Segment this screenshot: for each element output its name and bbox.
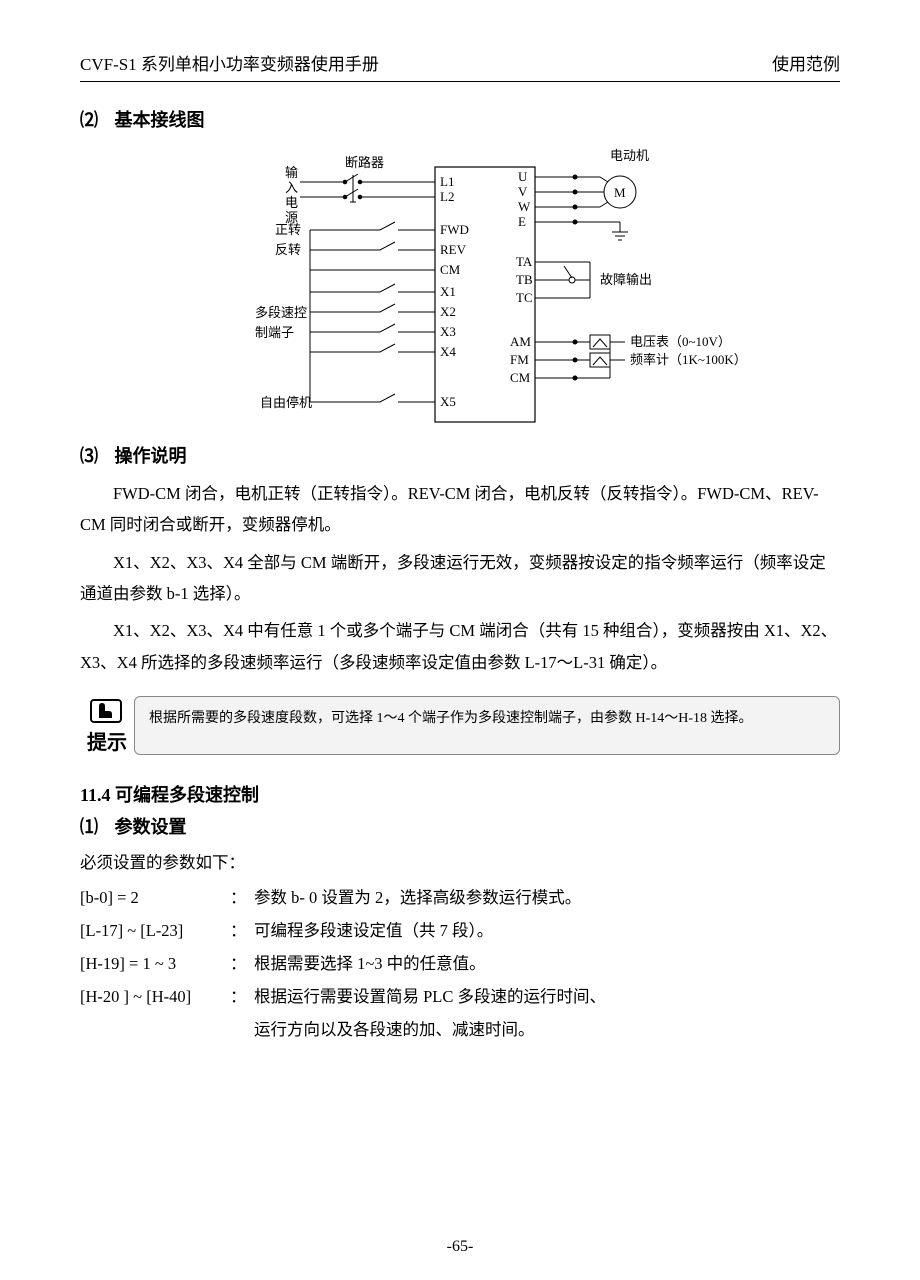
header-left: CVF-S1 系列单相小功率变频器使用手册 (80, 50, 379, 75)
param-row: [b-0] = 2 ： 参数 b- 0 设置为 2，选择高级参数运行模式。 (80, 881, 840, 914)
sub-num: ⑴ (80, 817, 98, 837)
param-key: [L-17] ~ [L-23] (80, 914, 230, 947)
section-2-text: 基本接线图 (115, 110, 205, 130)
param-key: [H-19] = 1 ~ 3 (80, 947, 230, 980)
svg-text:反转: 反转 (275, 242, 301, 257)
svg-text:电: 电 (285, 195, 298, 210)
para-1: FWD-CM 闭合，电机正转（正转指令）。REV-CM 闭合，电机反转（反转指令… (80, 478, 840, 541)
param-continuation: 运行方向以及各段速的加、减速时间。 (254, 1013, 840, 1046)
svg-text:L2: L2 (440, 189, 454, 204)
tip-content: 根据所需要的多段速度段数，可选择 1～4 个端子作为多段速控制端子，由参数 H-… (134, 696, 840, 755)
param-row: [H-19] = 1 ~ 3 ： 根据需要选择 1~3 中的任意值。 (80, 947, 840, 980)
svg-text:V: V (518, 184, 528, 199)
tip-label-col: 提示 (80, 696, 134, 755)
svg-text:故障输出: 故障输出 (600, 272, 652, 287)
param-key: [H-20 ] ~ [H-40] (80, 980, 230, 1013)
svg-text:CM: CM (510, 370, 531, 385)
svg-text:TC: TC (516, 290, 533, 305)
svg-text:TB: TB (516, 272, 533, 287)
svg-text:X3: X3 (440, 324, 456, 339)
tip-label-text: 提示 (87, 726, 127, 755)
svg-text:CM: CM (440, 262, 461, 277)
param-intro: 必须设置的参数如下： (80, 849, 840, 873)
svg-text:入: 入 (285, 180, 298, 195)
param-desc: 根据需要选择 1~3 中的任意值。 (254, 947, 840, 980)
svg-text:断路器: 断路器 (345, 155, 384, 170)
heading-11-4: 11.4 可编程多段速控制 (80, 781, 840, 807)
svg-text:X2: X2 (440, 304, 456, 319)
svg-text:电压表（0~10V）: 电压表（0~10V） (630, 334, 731, 349)
svg-text:X4: X4 (440, 344, 456, 359)
param-desc: 根据运行需要设置简易 PLC 多段速的运行时间、 (254, 980, 840, 1013)
svg-text:L1: L1 (440, 174, 454, 189)
param-row: [H-20 ] ~ [H-40] ： 根据运行需要设置简易 PLC 多段速的运行… (80, 980, 840, 1013)
svg-text:TA: TA (516, 254, 533, 269)
hand-point-icon (87, 696, 127, 726)
section-3-title: ⑶ 操作说明 (80, 442, 840, 468)
section-2-title: ⑵ 基本接线图 (80, 106, 840, 132)
svg-text:X1: X1 (440, 284, 456, 299)
wiring-diagram: 输 入 电 源 断路器 L1 L2 (180, 142, 740, 432)
svg-text:U: U (518, 169, 528, 184)
sub-title: 参数设置 (115, 817, 187, 837)
section-11-4-1-title: ⑴ 参数设置 (80, 813, 840, 839)
page-header: CVF-S1 系列单相小功率变频器使用手册 使用范例 (80, 50, 840, 82)
param-row: [L-17] ~ [L-23] ： 可编程多段速设定值（共 7 段）。 (80, 914, 840, 947)
svg-text:X5: X5 (440, 394, 456, 409)
svg-text:AM: AM (510, 334, 531, 349)
svg-text:多段速控: 多段速控 (255, 305, 307, 320)
svg-text:M: M (614, 185, 626, 200)
param-list: [b-0] = 2 ： 参数 b- 0 设置为 2，选择高级参数运行模式。 [L… (80, 881, 840, 1046)
svg-text:正转: 正转 (275, 222, 301, 237)
svg-text:自由停机: 自由停机 (260, 395, 312, 410)
header-right: 使用范例 (772, 50, 840, 75)
svg-text:输: 输 (285, 165, 298, 180)
svg-text:电动机: 电动机 (610, 148, 649, 163)
svg-text:REV: REV (440, 242, 467, 257)
svg-text:W: W (518, 199, 531, 214)
section-2-num: ⑵ (80, 110, 98, 130)
param-colon: ： (230, 914, 254, 947)
para-3: X1、X2、X3、X4 中有任意 1 个或多个端子与 CM 端闭合（共有 15 … (80, 615, 840, 678)
section-3-text: 操作说明 (115, 446, 187, 466)
page-number: -65- (0, 1238, 920, 1256)
svg-text:FM: FM (510, 352, 529, 367)
section-3-body: FWD-CM 闭合，电机正转（正转指令）。REV-CM 闭合，电机反转（反转指令… (80, 478, 840, 678)
svg-text:FWD: FWD (440, 222, 469, 237)
param-key: [b-0] = 2 (80, 881, 230, 914)
param-desc: 参数 b- 0 设置为 2，选择高级参数运行模式。 (254, 881, 840, 914)
tip-box: 提示 根据所需要的多段速度段数，可选择 1～4 个端子作为多段速控制端子，由参数… (80, 696, 840, 755)
param-colon: ： (230, 881, 254, 914)
param-colon: ： (230, 947, 254, 980)
section-3-num: ⑶ (80, 446, 98, 466)
param-colon: ： (230, 980, 254, 1013)
svg-text:频率计（1K~100K）: 频率计（1K~100K） (630, 352, 740, 367)
para-2: X1、X2、X3、X4 全部与 CM 端断开，多段速运行无效，变频器按设定的指令… (80, 547, 840, 610)
svg-text:制端子: 制端子 (255, 325, 294, 340)
param-desc: 可编程多段速设定值（共 7 段）。 (254, 914, 840, 947)
svg-text:E: E (518, 214, 526, 229)
